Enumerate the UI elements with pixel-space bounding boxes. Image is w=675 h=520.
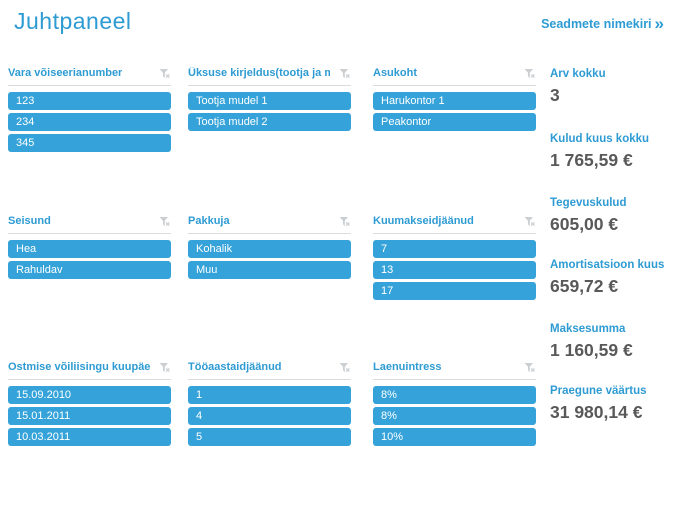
slicer-item[interactable]: Tootja mudel 2 bbox=[188, 113, 351, 131]
slicer-laenuintress: Laenuintress 8% 8% 10% bbox=[373, 361, 536, 446]
slicer-header: Vara võiseerianumber bbox=[8, 67, 171, 86]
slicer-title: Tööaastaidjäänud bbox=[188, 361, 282, 373]
clear-filter-icon[interactable] bbox=[158, 67, 171, 79]
slicer-item[interactable]: 17 bbox=[373, 282, 536, 300]
stat-label: Arv kokku bbox=[550, 68, 606, 80]
stat-label: Praegune väärtus bbox=[550, 385, 647, 397]
stat-value: 3 bbox=[550, 85, 560, 105]
slicer-items: 8% 8% 10% bbox=[373, 380, 536, 446]
slicer-title: Vara võiseerianumber bbox=[8, 67, 123, 79]
slicer-items: Tootja mudel 1 Tootja mudel 2 bbox=[188, 86, 351, 131]
slicer-header: Pakkuja bbox=[188, 215, 351, 234]
slicer-item[interactable]: 4 bbox=[188, 407, 351, 425]
slicer-vara-voiseerianumber: Vara võiseerianumber 123 234 345 bbox=[8, 67, 171, 152]
stat-kulud-kuus-kokku: Kulud kuus kokku 1 765,59 € bbox=[550, 133, 675, 170]
stat-label: Tegevuskulud bbox=[550, 197, 627, 209]
slicer-item[interactable]: 234 bbox=[8, 113, 171, 131]
clear-filter-icon[interactable] bbox=[338, 361, 351, 373]
clear-filter-icon[interactable] bbox=[158, 361, 171, 373]
stat-value: 659,72 € bbox=[550, 276, 619, 296]
slicer-header: Üksuse kirjeldus(tootja ja mu... bbox=[188, 67, 351, 86]
stat-value: 31 980,14 € bbox=[550, 402, 643, 422]
slicer-kuumakseidjaanud: Kuumakseidjäänud 7 13 17 bbox=[373, 215, 536, 300]
slicer-items: Harukontor 1 Peakontor bbox=[373, 86, 536, 131]
clear-filter-icon[interactable] bbox=[523, 67, 536, 79]
slicer-tooaastaidjaanud: Tööaastaidjäänud 1 4 5 bbox=[188, 361, 351, 446]
stat-arv-kokku: Arv kokku 3 bbox=[550, 68, 675, 105]
devices-list-link[interactable]: Seadmete nimekiri » bbox=[541, 14, 665, 33]
slicer-item[interactable]: 345 bbox=[8, 134, 171, 152]
slicer-item[interactable]: Rahuldav bbox=[8, 261, 171, 279]
stat-maksesumma: Maksesumma 1 160,59 € bbox=[550, 323, 675, 360]
clear-filter-icon[interactable] bbox=[338, 215, 351, 227]
slicer-item[interactable]: Peakontor bbox=[373, 113, 536, 131]
stat-label: Maksesumma bbox=[550, 323, 626, 335]
slicer-title: Pakkuja bbox=[188, 215, 230, 227]
slicer-item[interactable]: 10% bbox=[373, 428, 536, 446]
slicer-item[interactable]: 123 bbox=[8, 92, 171, 110]
double-chevron-right-icon: » bbox=[654, 14, 665, 33]
stat-value: 605,00 € bbox=[550, 214, 619, 234]
slicer-uksuse-kirjeldus: Üksuse kirjeldus(tootja ja mu... Tootja … bbox=[188, 67, 351, 131]
stat-label: Kulud kuus kokku bbox=[550, 133, 650, 145]
slicer-item[interactable]: Harukontor 1 bbox=[373, 92, 536, 110]
stat-value: 1 160,59 € bbox=[550, 340, 633, 360]
slicer-pakkuja: Pakkuja Kohalik Muu bbox=[188, 215, 351, 279]
slicer-item[interactable]: 15.01.2011 bbox=[8, 407, 171, 425]
slicer-item[interactable]: Kohalik bbox=[188, 240, 351, 258]
slicer-header: Tööaastaidjäänud bbox=[188, 361, 351, 380]
slicer-items: 123 234 345 bbox=[8, 86, 171, 152]
stat-amortisatsioon-kuus: Amortisatsioon kuus 659,72 € bbox=[550, 259, 675, 296]
clear-filter-icon[interactable] bbox=[523, 215, 536, 227]
slicer-seisund: Seisund Hea Rahuldav bbox=[8, 215, 171, 279]
slicer-title: Seisund bbox=[8, 215, 51, 227]
slicer-item[interactable]: 8% bbox=[373, 386, 536, 404]
slicer-title: Ostmise võiliisingu kuupäev bbox=[8, 361, 150, 373]
clear-filter-icon[interactable] bbox=[338, 67, 351, 79]
slicer-header: Ostmise võiliisingu kuupäev bbox=[8, 361, 171, 380]
page-title: Juhtpaneel bbox=[14, 8, 132, 34]
slicer-title: Kuumakseidjäänud bbox=[373, 215, 474, 227]
slicer-item[interactable]: Tootja mudel 1 bbox=[188, 92, 351, 110]
stat-value: 1 765,59 € bbox=[550, 150, 633, 170]
slicer-item[interactable]: Hea bbox=[8, 240, 171, 258]
slicer-item[interactable]: Muu bbox=[188, 261, 351, 279]
slicer-title: Laenuintress bbox=[373, 361, 442, 373]
clear-filter-icon[interactable] bbox=[523, 361, 536, 373]
clear-filter-icon[interactable] bbox=[158, 215, 171, 227]
slicer-title: Üksuse kirjeldus(tootja ja mu... bbox=[188, 67, 330, 79]
slicer-item[interactable]: 10.03.2011 bbox=[8, 428, 171, 446]
slicer-item[interactable]: 1 bbox=[188, 386, 351, 404]
slicer-title: Asukoht bbox=[373, 67, 417, 79]
slicer-item[interactable]: 7 bbox=[373, 240, 536, 258]
slicer-item[interactable]: 13 bbox=[373, 261, 536, 279]
slicer-header: Asukoht bbox=[373, 67, 536, 86]
slicer-items: 1 4 5 bbox=[188, 380, 351, 446]
stat-tegevuskulud: Tegevuskulud 605,00 € bbox=[550, 197, 675, 234]
slicer-items: 15.09.2010 15.01.2011 10.03.2011 bbox=[8, 380, 171, 446]
slicer-header: Seisund bbox=[8, 215, 171, 234]
slicer-items: Kohalik Muu bbox=[188, 234, 351, 279]
stat-label: Amortisatsioon kuus bbox=[550, 259, 665, 271]
slicer-item[interactable]: 15.09.2010 bbox=[8, 386, 171, 404]
slicer-item[interactable]: 8% bbox=[373, 407, 536, 425]
stat-praegune-vaartus: Praegune väärtus 31 980,14 € bbox=[550, 385, 675, 422]
slicer-items: 7 13 17 bbox=[373, 234, 536, 300]
devices-list-link-label: Seadmete nimekiri bbox=[541, 17, 652, 31]
slicer-header: Kuumakseidjäänud bbox=[373, 215, 536, 234]
slicer-item[interactable]: 5 bbox=[188, 428, 351, 446]
slicer-asukoht: Asukoht Harukontor 1 Peakontor bbox=[373, 67, 536, 131]
slicer-header: Laenuintress bbox=[373, 361, 536, 380]
slicer-ostmise-kuupaev: Ostmise võiliisingu kuupäev 15.09.2010 1… bbox=[8, 361, 171, 446]
slicer-items: Hea Rahuldav bbox=[8, 234, 171, 279]
